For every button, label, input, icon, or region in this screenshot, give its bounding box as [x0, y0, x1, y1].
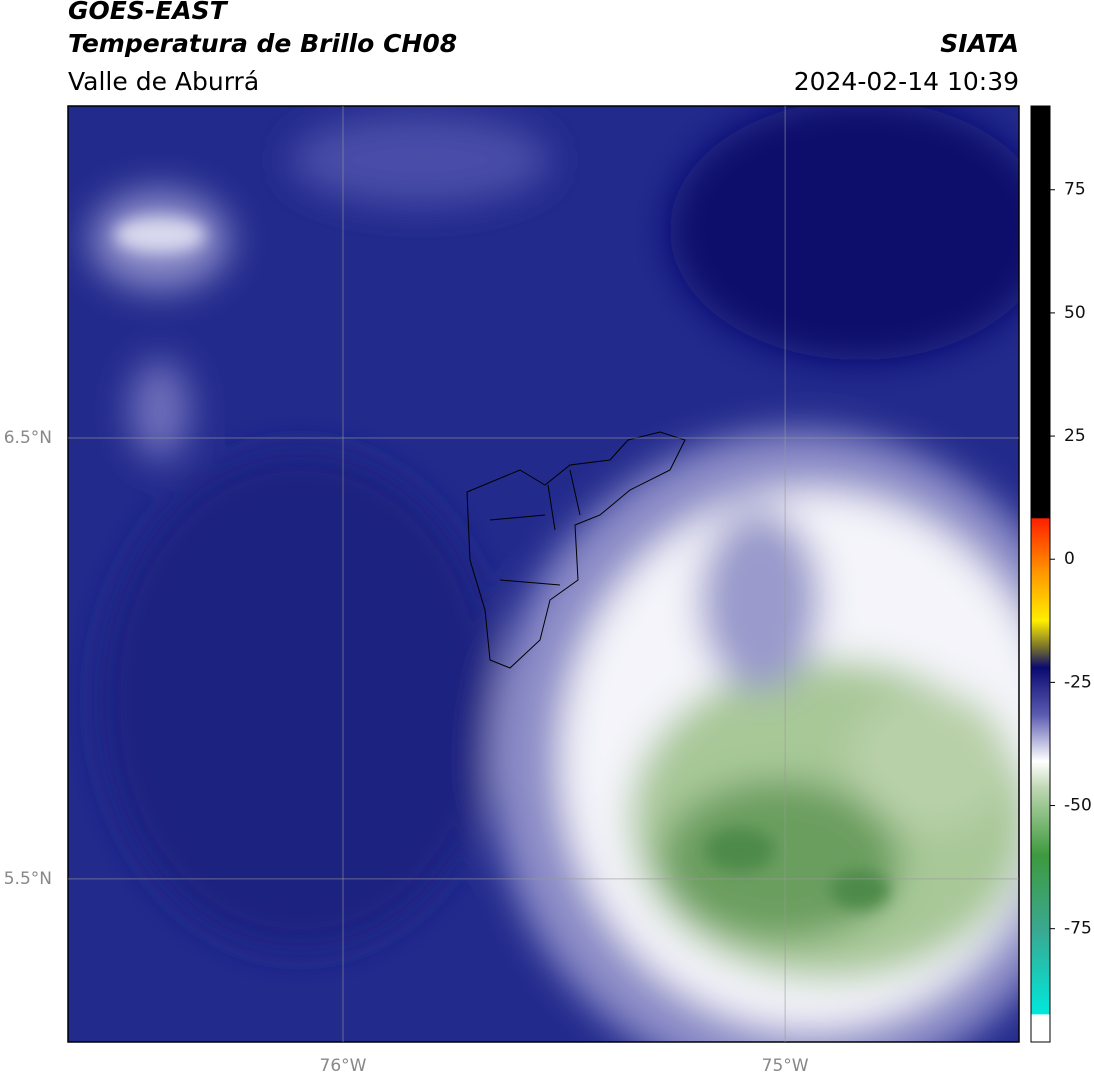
datetime: 2024-02-14 10:39 [794, 67, 1019, 96]
valley-outline [466, 431, 686, 669]
x-tick-label: 75°W [762, 1056, 809, 1076]
colorbar-tick-label: -25 [1064, 672, 1092, 692]
subtitle: Temperatura de Brillo CH08 [68, 29, 457, 58]
colorbar [1030, 105, 1051, 1043]
colorbar-tick-label: 50 [1064, 303, 1086, 323]
colorbar-tick-label: 25 [1064, 426, 1086, 446]
source: SIATA [940, 29, 1019, 58]
colorbar-tick-label: 0 [1064, 549, 1075, 569]
y-tick-label: 5.5°N [4, 869, 52, 889]
y-tick-label: 6.5°N [4, 428, 52, 448]
title: GOES-EAST [68, 0, 229, 25]
map-image [68, 106, 1019, 1042]
colorbar-tick-label: -50 [1064, 796, 1092, 816]
x-tick-label: 76°W [320, 1056, 367, 1076]
colorbar-tick-label: 75 [1064, 180, 1086, 200]
colorbar-tick-label: -75 [1064, 919, 1092, 939]
region: Valle de Aburrá [68, 67, 259, 96]
map-frame [67, 105, 1020, 1043]
